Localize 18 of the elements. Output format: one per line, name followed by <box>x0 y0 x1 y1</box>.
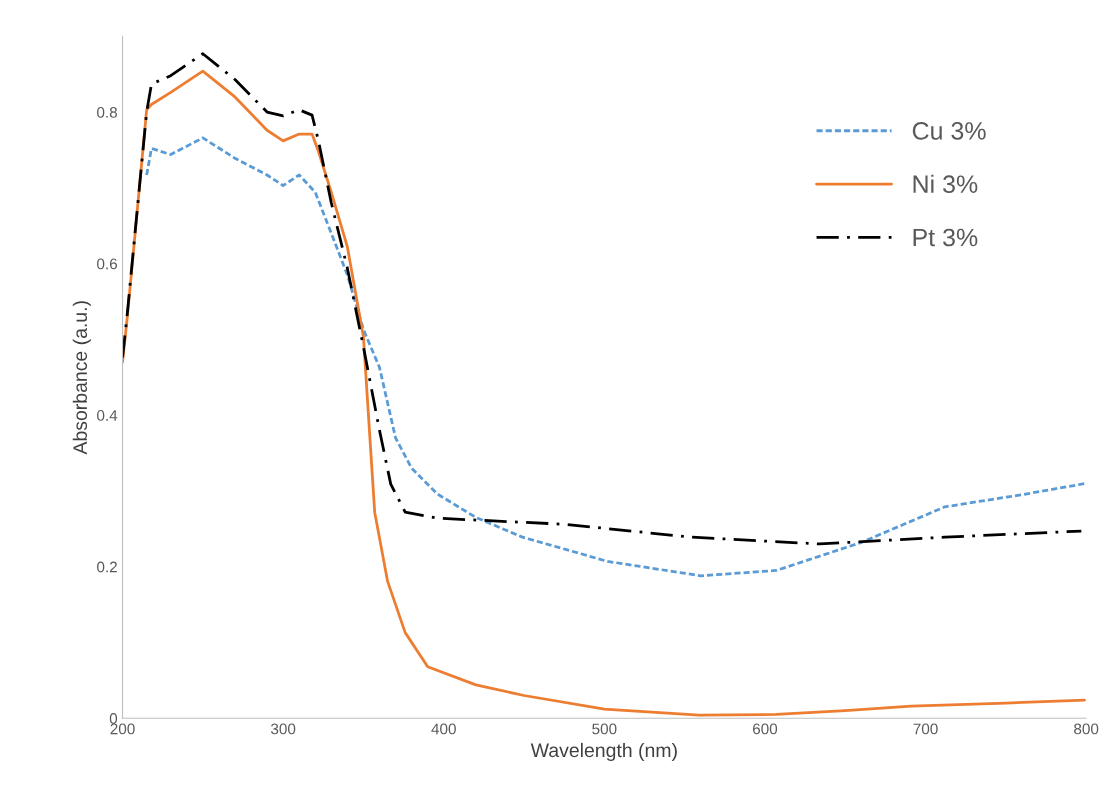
legend-label: Ni 3% <box>913 174 978 194</box>
legend-label: Pt 3% <box>913 228 978 247</box>
y-axis-title: Absorbance (a.u.) <box>72 301 91 455</box>
y-tick-label: 0 <box>109 713 118 724</box>
line-series <box>122 52 1083 546</box>
x-tick-label: 500 <box>592 723 617 735</box>
y-tick-label: 0.2 <box>97 561 117 573</box>
x-tick-label: 600 <box>752 723 778 735</box>
legend-label: Cu 3% <box>912 122 986 140</box>
x-axis-title: Wavelength (nm) <box>530 742 677 762</box>
x-tick-label: 800 <box>1074 723 1099 735</box>
y-tick-label: 0.8 <box>97 106 118 118</box>
x-tick-label: 300 <box>270 723 296 735</box>
y-tick-label: 0.4 <box>97 410 118 421</box>
y-tick-label: 0.6 <box>97 258 118 270</box>
x-tick-label: 400 <box>431 723 456 735</box>
x-tick-label: 700 <box>913 723 938 735</box>
x-tick-label: 200 <box>110 723 135 735</box>
